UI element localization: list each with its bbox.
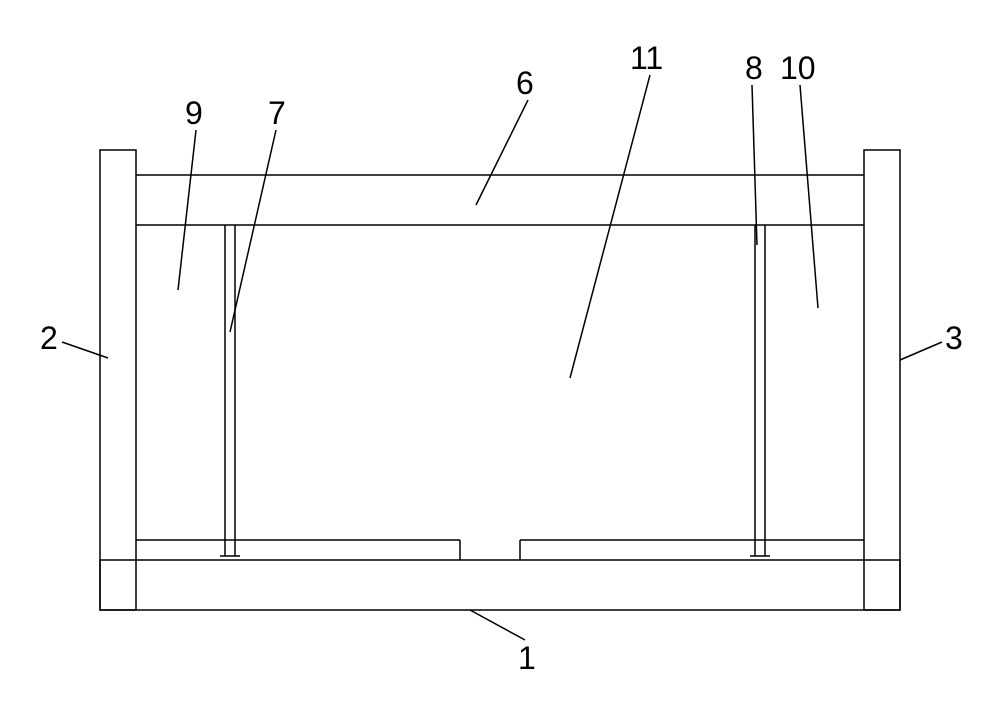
leader-8: [752, 85, 757, 245]
label-7: 7: [268, 95, 286, 132]
leader-6: [476, 100, 528, 205]
label-1: 1: [518, 640, 536, 677]
label-2: 2: [40, 320, 58, 357]
schematic-drawing: [0, 0, 1000, 708]
left-post: [100, 150, 136, 610]
leader-11: [570, 75, 650, 378]
label-10: 10: [780, 50, 816, 87]
leader-7: [230, 130, 276, 332]
label-3: 3: [945, 320, 963, 357]
label-8: 8: [745, 50, 763, 87]
leader-3: [900, 342, 942, 360]
label-9: 9: [185, 95, 203, 132]
leader-2: [62, 342, 108, 358]
bottom-bar: [100, 560, 900, 610]
label-6: 6: [516, 65, 534, 102]
right-post: [864, 150, 900, 610]
leader-10: [800, 85, 818, 308]
label-11: 11: [630, 40, 663, 77]
leader-9: [178, 130, 196, 290]
leader-1: [470, 610, 525, 640]
